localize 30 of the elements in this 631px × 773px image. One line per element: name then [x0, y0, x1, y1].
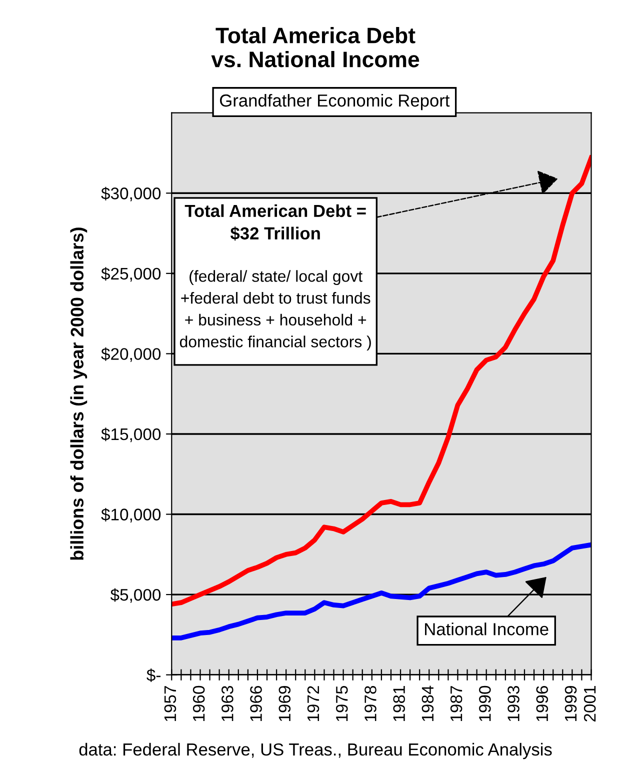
chart-title: Total America Debt vs. National Income	[211, 27, 420, 68]
x-tick-label: 1996	[536, 686, 548, 722]
annotation: National Income	[425, 622, 548, 636]
x-tick-label: 1957	[164, 686, 176, 722]
x-tick-label: 1999	[564, 686, 577, 722]
x-tick-label: 1963	[222, 686, 234, 722]
x-tick-label: 1978	[364, 686, 376, 722]
y-tick-label: $10,000	[101, 508, 161, 522]
x-tick-label: 1966	[250, 686, 262, 722]
text: data: Federal Reserve, US Treas., Bureau Economic Analysis	[79, 742, 552, 760]
x-tick-label: 1969	[278, 686, 291, 722]
y-tick-label: $30,000	[101, 186, 161, 202]
x-tick-label: 1993	[508, 686, 520, 722]
y-tick-label: $-	[146, 668, 160, 682]
x-tick-label: 1981	[393, 686, 405, 722]
y-tick-label: $20,000	[101, 347, 161, 362]
y-tick-label: $15,000	[101, 428, 161, 442]
x-tick-label: 1960	[192, 686, 205, 722]
y-axis-title: billions of dollars (in year 2000 dollars)	[70, 228, 88, 560]
annotation: (federal/ state/ local govt +federal debt to trust funds + business + household + domestic financial sectors )	[180, 270, 371, 351]
x-tick-label: 1975	[336, 686, 348, 722]
x-tick-label: 1984	[422, 686, 434, 722]
text: Grandfather Economic Report	[220, 94, 450, 110]
x-tick-label: 2001	[584, 686, 596, 722]
x-tick-label: 1990	[479, 686, 491, 722]
annotation: Total American Debt = $32 Trillion	[184, 204, 366, 241]
x-tick-label: 1987	[450, 686, 462, 722]
y-tick-label: $25,000	[101, 267, 161, 282]
x-tick-label: 1972	[307, 686, 320, 722]
y-tick-label: $5,000	[110, 588, 161, 603]
